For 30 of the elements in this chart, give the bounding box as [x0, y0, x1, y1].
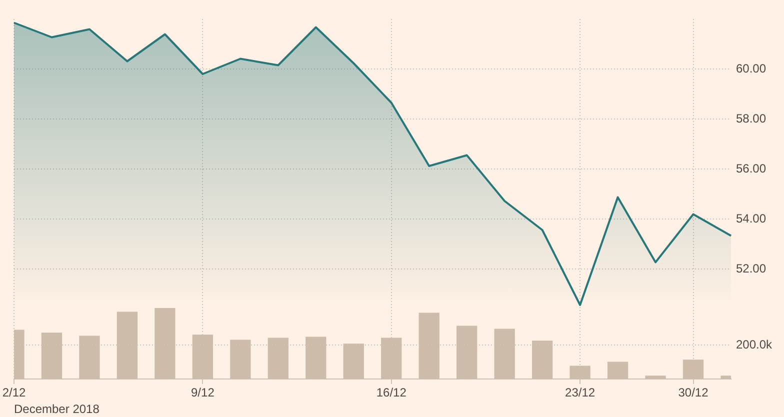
bar: [192, 334, 214, 379]
bar: [41, 332, 62, 379]
bar: [79, 336, 100, 379]
y-tick-label: 52.00: [736, 261, 766, 276]
x-tick-label: 30/12: [678, 386, 709, 400]
bar: [306, 336, 326, 379]
x-axis-title: December 2018: [14, 402, 100, 416]
bar: [570, 366, 590, 379]
bar: [230, 340, 251, 379]
bar: [418, 312, 440, 379]
ref-line-label: 200.0k: [736, 337, 774, 352]
bar: [154, 308, 176, 379]
bar: [343, 344, 364, 379]
x-tick-label: 9/12: [191, 386, 215, 400]
y-tick-label: 58.00: [736, 111, 766, 126]
y-tick-label: 60.00: [736, 61, 766, 76]
x-tick-label: 2/12: [2, 386, 26, 400]
bar: [494, 328, 515, 379]
bar: [682, 360, 704, 379]
x-tick-label: 16/12: [376, 386, 407, 400]
bar: [607, 362, 628, 379]
y-tick-label: 56.00: [736, 161, 766, 176]
bar: [381, 338, 402, 379]
bar: [456, 326, 478, 379]
bar: [532, 340, 553, 379]
bar: [268, 338, 288, 379]
x-tick-label: 23/12: [565, 386, 596, 400]
bar: [645, 376, 666, 379]
bar: [116, 312, 138, 379]
y-tick-label: 54.00: [736, 211, 766, 226]
